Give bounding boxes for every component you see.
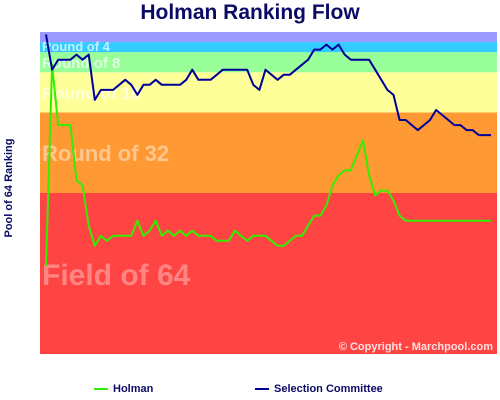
- band-3: [40, 52, 497, 73]
- band-label-1: Round of 32: [42, 141, 169, 166]
- band-4: [40, 42, 497, 53]
- ranking-bands: [40, 32, 497, 354]
- band-5: [40, 32, 497, 43]
- legend-swatch-holman: [94, 388, 108, 390]
- series-lines: [45, 34, 491, 267]
- legend-swatch-selection-committee: [255, 388, 269, 390]
- band-2: [40, 72, 497, 113]
- band-1: [40, 112, 497, 193]
- legend-label-selection-committee: Selection Committee: [274, 383, 383, 395]
- legend-label-holman: Holman: [113, 383, 154, 395]
- band-label-2: Round of 16: [42, 84, 140, 103]
- band-labels: Field of 64 Round of 32 Round of 16 Round o…: [42, 39, 191, 292]
- copyright-note: © Copyright - Marchpool.com: [339, 341, 493, 353]
- legend-item-selection-committee: Selection Committee: [255, 383, 383, 395]
- series-line-0: [45, 63, 491, 267]
- band-label-4: Round of 4: [42, 39, 111, 54]
- chart-title: Holman Ranking Flow: [140, 1, 360, 24]
- band-label-0: Field of 64: [42, 259, 191, 292]
- series-line-1: [45, 34, 491, 137]
- legend-item-holman: Holman: [94, 383, 153, 395]
